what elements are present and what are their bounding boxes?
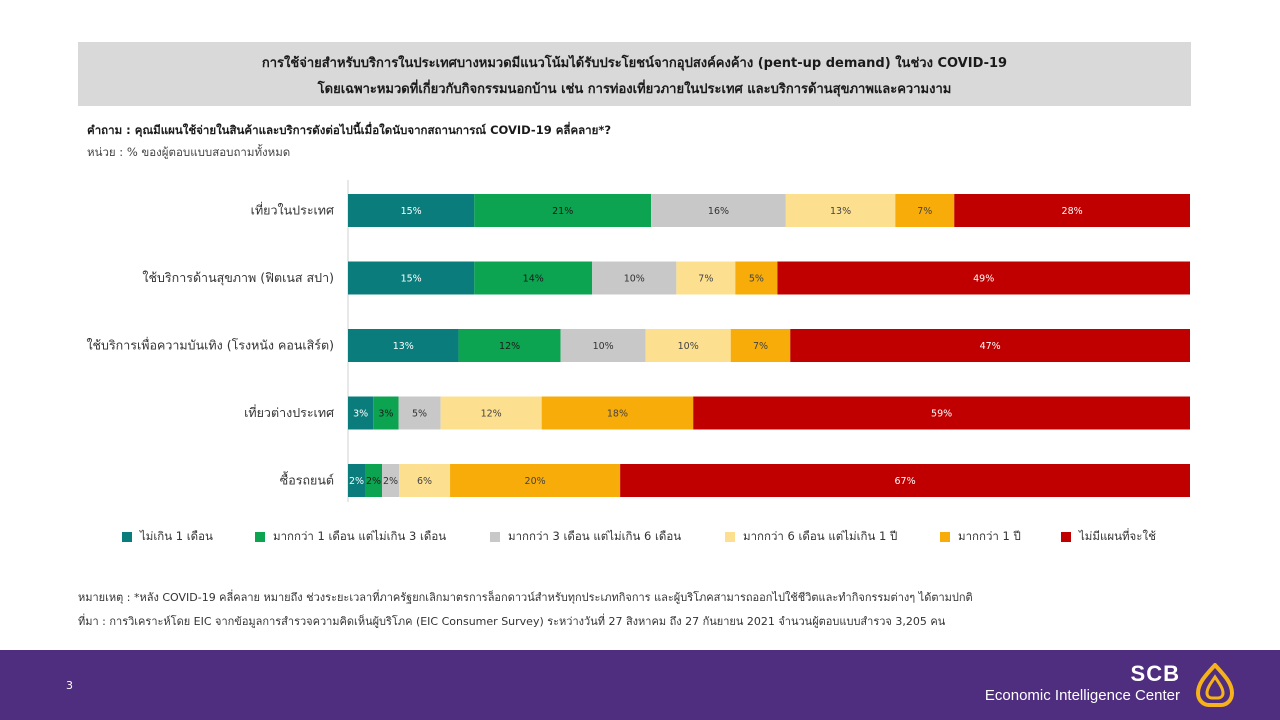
data-label: 59% bbox=[931, 409, 952, 420]
legend-item: มากกว่า 3 เดือน แต่ไม่เกิน 6 เดือน bbox=[490, 528, 681, 546]
bar-segment bbox=[541, 396, 694, 430]
legend-swatch bbox=[122, 532, 132, 542]
legend-label: มากกว่า 1 ปี bbox=[958, 529, 1021, 543]
bar-segment bbox=[440, 396, 542, 430]
bar-segment bbox=[730, 329, 791, 362]
bar-segment bbox=[348, 329, 459, 362]
bar-segment bbox=[645, 329, 731, 362]
legend-item: ไม่เกิน 1 เดือน bbox=[122, 528, 213, 546]
stacked-bar-chart: เที่ยวในประเทศ 15% 21% 16% 13% 7% 28% ใช้บริการ… bbox=[86, 180, 1190, 502]
data-label: 20% bbox=[525, 476, 546, 487]
title-line-1: การใช้จ่ายสำหรับบริการในประเทศบางหมวดมีแ… bbox=[261, 56, 1008, 71]
data-label: 21% bbox=[552, 206, 573, 217]
data-label: 2% bbox=[349, 476, 364, 487]
bar-segment bbox=[450, 464, 621, 497]
bar-segment bbox=[676, 261, 736, 295]
data-label: 7% bbox=[917, 206, 932, 217]
bar-segment bbox=[954, 194, 1190, 227]
bar-segment bbox=[474, 194, 652, 227]
bar-segment bbox=[348, 194, 475, 227]
data-label: 6% bbox=[417, 476, 432, 487]
legend-label: มากกว่า 3 เดือน แต่ไม่เกิน 6 เดือน bbox=[508, 529, 682, 543]
bar-segment bbox=[348, 396, 374, 430]
page-number: 3 bbox=[66, 679, 73, 692]
bar-segment bbox=[790, 329, 1190, 362]
data-label: 5% bbox=[412, 409, 427, 420]
data-label: 18% bbox=[607, 409, 628, 420]
data-label: 49% bbox=[973, 274, 994, 285]
category-label: ใช้บริการเพื่อความบันเทิง (โรงหนัง คอนเส… bbox=[86, 337, 334, 353]
bar-segment bbox=[382, 464, 400, 497]
category-label: เที่ยวต่างประเทศ bbox=[244, 404, 334, 420]
bar-segment bbox=[398, 396, 441, 430]
bar-segment bbox=[373, 396, 399, 430]
brand-subtitle: Economic Intelligence Center bbox=[984, 687, 1180, 704]
data-label: 7% bbox=[753, 341, 768, 352]
survey-question: คำถาม : คุณมีแผนใช้จ่ายในสินค้าและบริการ… bbox=[87, 123, 612, 137]
bar-segment bbox=[560, 329, 646, 362]
data-label: 10% bbox=[593, 341, 614, 352]
category-label: เที่ยวในประเทศ bbox=[251, 202, 334, 218]
title-line-2: โดยเฉพาะหมวดที่เกี่ยวกับกิจกรรมนอกบ้าน เ… bbox=[317, 82, 952, 97]
legend-item: มากกว่า 1 ปี bbox=[940, 528, 1021, 546]
brand-name: SCB bbox=[1130, 661, 1180, 686]
title-banner: การใช้จ่ายสำหรับบริการในประเทศบางหมวดมีแ… bbox=[78, 42, 1191, 106]
legend-item: มากกว่า 6 เดือน แต่ไม่เกิน 1 ปี bbox=[725, 528, 897, 546]
data-label: 16% bbox=[708, 206, 729, 217]
data-label: 12% bbox=[481, 409, 502, 420]
legend-swatch bbox=[255, 532, 265, 542]
source-note: ที่มา : การวิเคราะห์โดย EIC จากข้อมูลการ… bbox=[78, 615, 946, 628]
data-label: 14% bbox=[523, 274, 544, 285]
bar-segment bbox=[348, 261, 475, 295]
brand-block: SCB Economic Intelligence Center bbox=[985, 662, 1180, 706]
data-label: 7% bbox=[698, 274, 713, 285]
legend-label: ไม่มีแผนที่จะใช้ bbox=[1079, 529, 1156, 543]
data-label: 28% bbox=[1062, 206, 1083, 217]
legend-label: ไม่เกิน 1 เดือน bbox=[140, 529, 213, 543]
data-label: 2% bbox=[366, 476, 381, 487]
data-label: 15% bbox=[401, 274, 422, 285]
legend-item: ไม่มีแผนที่จะใช้ bbox=[1061, 528, 1156, 546]
scb-logo-icon bbox=[1195, 663, 1235, 707]
legend-swatch bbox=[725, 532, 735, 542]
footer-bar: 3 SCB Economic Intelligence Center bbox=[0, 650, 1280, 720]
legend-swatch bbox=[1061, 532, 1071, 542]
data-label: 10% bbox=[678, 341, 699, 352]
unit-label: หน่วย : % ของผู้ตอบแบบสอบถามทั้งหมด bbox=[87, 145, 291, 159]
chart-legend: ไม่เกิน 1 เดือน มากกว่า 1 เดือน แต่ไม่เกิ… bbox=[0, 528, 1280, 548]
data-label: 3% bbox=[378, 409, 393, 420]
data-label: 15% bbox=[401, 206, 422, 217]
category-label: ใช้บริการด้านสุขภาพ (ฟิตเนส สปา) bbox=[142, 270, 334, 286]
legend-label: มากกว่า 6 เดือน แต่ไม่เกิน 1 ปี bbox=[743, 529, 898, 543]
bar-segment bbox=[592, 261, 677, 295]
bar-segment bbox=[693, 396, 1190, 430]
data-label: 3% bbox=[353, 409, 368, 420]
legend-item: มากกว่า 1 เดือน แต่ไม่เกิน 3 เดือน bbox=[255, 528, 446, 546]
bar-segment bbox=[651, 194, 786, 227]
data-label: 2% bbox=[383, 476, 398, 487]
bar-segment bbox=[735, 261, 778, 295]
bar-segment bbox=[365, 464, 383, 497]
bar-segment bbox=[348, 464, 366, 497]
data-label: 13% bbox=[393, 341, 414, 352]
data-label: 13% bbox=[830, 206, 851, 217]
bar-segment bbox=[399, 464, 451, 497]
bar-segment bbox=[458, 329, 561, 362]
footnote: หมายเหตุ : *หลัง COVID-19 คลี่คลาย หมายถ… bbox=[78, 591, 973, 604]
data-label: 47% bbox=[980, 341, 1001, 352]
bar-segment bbox=[895, 194, 955, 227]
legend-swatch bbox=[940, 532, 950, 542]
data-label: 10% bbox=[624, 274, 645, 285]
data-label: 67% bbox=[895, 476, 916, 487]
bar-segment bbox=[620, 464, 1190, 497]
legend-label: มากกว่า 1 เดือน แต่ไม่เกิน 3 เดือน bbox=[273, 529, 447, 543]
bar-segment bbox=[777, 261, 1190, 295]
data-label: 5% bbox=[749, 274, 764, 285]
data-label: 12% bbox=[499, 341, 520, 352]
legend-swatch bbox=[490, 532, 500, 542]
category-label: ซื้อรถยนต์ bbox=[280, 471, 334, 488]
bar-segment bbox=[474, 261, 593, 295]
bar-segment bbox=[785, 194, 896, 227]
